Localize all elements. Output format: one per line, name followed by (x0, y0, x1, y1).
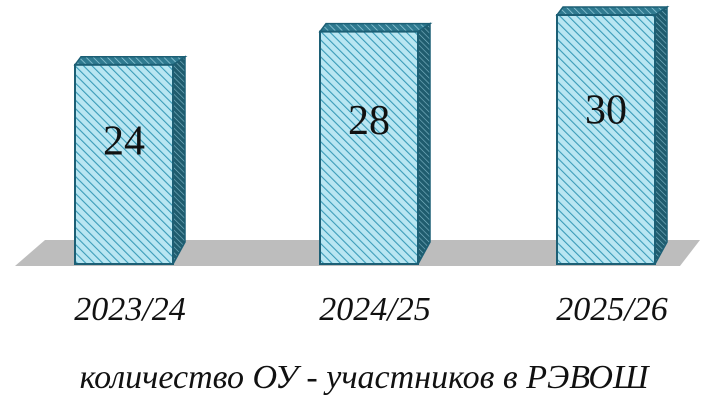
bar-side (417, 22, 431, 265)
x-tick-label: 2025/26 (556, 291, 667, 328)
x-tick-label: 2023/24 (74, 291, 185, 328)
bar-top (318, 22, 433, 33)
bar-side (654, 5, 668, 265)
bar-front (74, 63, 174, 265)
data-label: 24 (103, 118, 145, 164)
data-label: 30 (585, 88, 627, 134)
x-axis-label: количество ОУ - участников в РЭВОШ (80, 359, 650, 396)
x-tick-label: 2024/25 (319, 291, 430, 328)
bar-front (556, 14, 656, 265)
bar-top (73, 56, 188, 66)
bar-2025/26 (555, 5, 670, 265)
bar-front (319, 30, 419, 265)
bar-top (555, 6, 670, 16)
data-label: 28 (348, 98, 390, 144)
bar-2024/25 (318, 22, 433, 265)
bar-side (172, 55, 186, 265)
bar-2023/24 (73, 55, 188, 265)
